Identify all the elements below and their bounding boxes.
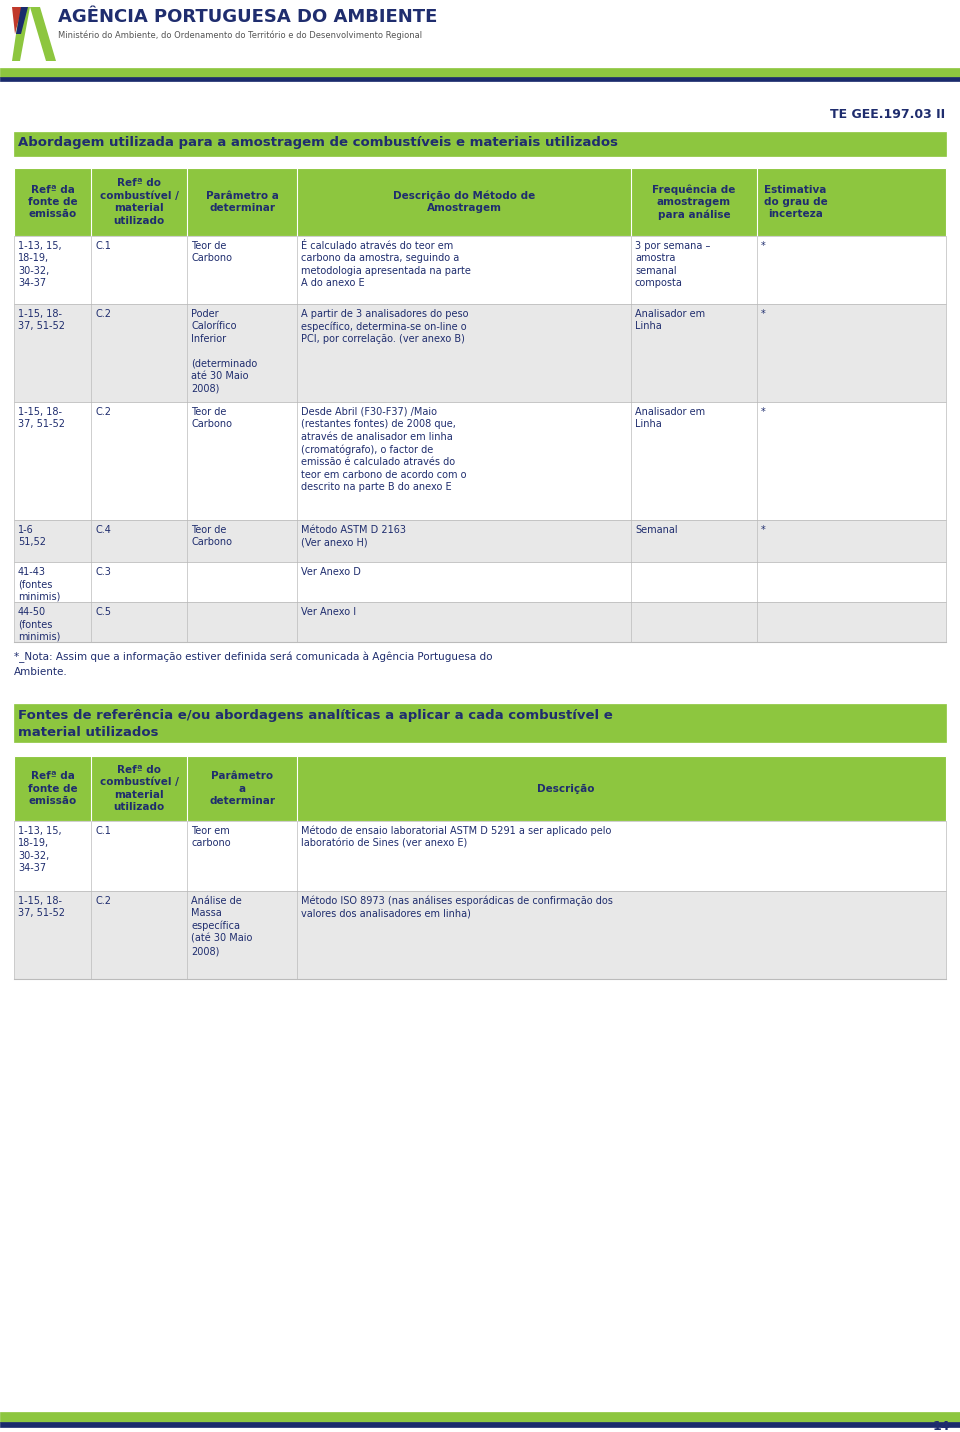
Text: 1-13, 15,
18-19,
30-32,
34-37: 1-13, 15, 18-19, 30-32, 34-37 — [18, 826, 61, 874]
Text: Ver Anexo D: Ver Anexo D — [301, 567, 361, 577]
Text: *: * — [761, 407, 765, 417]
Bar — [14, 705, 946, 742]
Bar — [14, 132, 946, 156]
Text: Semanal: Semanal — [635, 526, 678, 536]
Bar — [14, 601, 946, 642]
Polygon shape — [30, 7, 56, 62]
Bar — [14, 168, 946, 236]
Text: Descrição: Descrição — [537, 783, 594, 793]
Text: Método ISO 8973 (nas análises esporádicas de confirmação dos
valores dos analisa: Método ISO 8973 (nas análises esporádica… — [301, 896, 613, 919]
Text: Frequência de
amostragem
para análise: Frequência de amostragem para análise — [652, 185, 735, 221]
Text: É calculado através do teor em
carbono da amostra, seguindo a
metodologia aprese: É calculado através do teor em carbono d… — [301, 241, 471, 288]
Text: Descrição do Método de
Amostragem: Descrição do Método de Amostragem — [393, 190, 536, 213]
Text: 1-6
51,52: 1-6 51,52 — [18, 526, 46, 547]
Text: Análise de
Massa
específica
(até 30 Maio
2008): Análise de Massa específica (até 30 Maio… — [191, 896, 252, 957]
Text: 1-15, 18-
37, 51-52: 1-15, 18- 37, 51-52 — [18, 407, 65, 430]
Text: *: * — [761, 526, 765, 536]
Text: *: * — [761, 241, 765, 251]
Text: 41-43
(fontes
minimis): 41-43 (fontes minimis) — [18, 567, 60, 601]
Bar — [14, 891, 946, 979]
Bar — [14, 304, 946, 402]
Text: C.5: C.5 — [95, 607, 111, 617]
Text: Estimativa
do grau de
incerteza: Estimativa do grau de incerteza — [763, 185, 828, 219]
Text: C.2: C.2 — [95, 309, 111, 319]
Bar — [14, 520, 946, 561]
Text: Teor de
Carbono: Teor de Carbono — [191, 241, 232, 263]
Text: Fontes de referência e/ou abordagens analíticas a aplicar a cada combustível e
m: Fontes de referência e/ou abordagens ana… — [18, 709, 612, 739]
Bar — [14, 561, 946, 601]
Text: C.2: C.2 — [95, 896, 111, 906]
Text: 44-50
(fontes
minimis): 44-50 (fontes minimis) — [18, 607, 60, 642]
Text: C.1: C.1 — [95, 826, 111, 836]
Bar — [0, 67, 960, 77]
Text: Analisador em
Linha: Analisador em Linha — [635, 407, 705, 430]
Text: Refª do
combustível /
material
utilizado: Refª do combustível / material utilizado — [100, 765, 179, 812]
Text: 14: 14 — [932, 1421, 950, 1432]
Text: Refª do
combustível /
material
utilizado: Refª do combustível / material utilizado — [100, 179, 179, 226]
Polygon shape — [12, 7, 30, 62]
Text: 3 por semana –
amostra
semanal
composta: 3 por semana – amostra semanal composta — [635, 241, 710, 288]
Bar — [14, 756, 946, 821]
Bar — [14, 236, 946, 304]
Text: AGÊNCIA PORTUGUESA DO AMBIENTE: AGÊNCIA PORTUGUESA DO AMBIENTE — [58, 9, 438, 26]
Polygon shape — [12, 7, 22, 34]
Bar — [0, 77, 960, 82]
Bar — [14, 402, 946, 520]
Text: A partir de 3 analisadores do peso
específico, determina-se on-line o
PCI, por c: A partir de 3 analisadores do peso espec… — [301, 309, 468, 345]
Text: Teor de
Carbono: Teor de Carbono — [191, 407, 232, 430]
Text: Método de ensaio laboratorial ASTM D 5291 a ser aplicado pelo
laboratório de Sin: Método de ensaio laboratorial ASTM D 529… — [301, 826, 612, 849]
Text: Poder
Calorífico
Inferior

(determinado
até 30 Maio
2008): Poder Calorífico Inferior (determinado a… — [191, 309, 257, 394]
Text: Parâmetro
a
determinar: Parâmetro a determinar — [209, 770, 276, 806]
Text: Método ASTM D 2163
(Ver anexo H): Método ASTM D 2163 (Ver anexo H) — [301, 526, 406, 547]
Text: C.1: C.1 — [95, 241, 111, 251]
Text: Desde Abril (F30-F37) /Maio
(restantes fontes) de 2008 que,
através de analisado: Desde Abril (F30-F37) /Maio (restantes f… — [301, 407, 467, 493]
Text: 1-13, 15,
18-19,
30-32,
34-37: 1-13, 15, 18-19, 30-32, 34-37 — [18, 241, 61, 288]
Text: 1-15, 18-
37, 51-52: 1-15, 18- 37, 51-52 — [18, 896, 65, 918]
Text: C.4: C.4 — [95, 526, 111, 536]
Text: C.3: C.3 — [95, 567, 111, 577]
Text: *_Nota: Assim que a informação estiver definida será comunicada à Agência Portug: *_Nota: Assim que a informação estiver d… — [14, 652, 492, 677]
Text: Abordagem utilizada para a amostragem de combustíveis e materiais utilizados: Abordagem utilizada para a amostragem de… — [18, 136, 618, 149]
Bar — [0, 0, 960, 67]
Text: Teor em
carbono: Teor em carbono — [191, 826, 231, 848]
Text: Analisador em
Linha: Analisador em Linha — [635, 309, 705, 331]
Bar — [14, 821, 946, 891]
Text: Parâmetro a
determinar: Parâmetro a determinar — [205, 190, 278, 213]
Text: Ver Anexo I: Ver Anexo I — [301, 607, 356, 617]
Text: Refª da
fonte de
emissão: Refª da fonte de emissão — [28, 185, 78, 219]
Polygon shape — [16, 7, 28, 34]
Bar — [0, 1422, 960, 1428]
Text: 1-15, 18-
37, 51-52: 1-15, 18- 37, 51-52 — [18, 309, 65, 331]
Text: Teor de
Carbono: Teor de Carbono — [191, 526, 232, 547]
Text: TE GEE.197.03 II: TE GEE.197.03 II — [829, 107, 945, 120]
Bar — [0, 1412, 960, 1422]
Text: Ministério do Ambiente, do Ordenamento do Território e do Desenvolvimento Region: Ministério do Ambiente, do Ordenamento d… — [58, 30, 422, 40]
Text: C.2: C.2 — [95, 407, 111, 417]
Text: Refª da
fonte de
emissão: Refª da fonte de emissão — [28, 770, 78, 806]
Text: *: * — [761, 309, 765, 319]
